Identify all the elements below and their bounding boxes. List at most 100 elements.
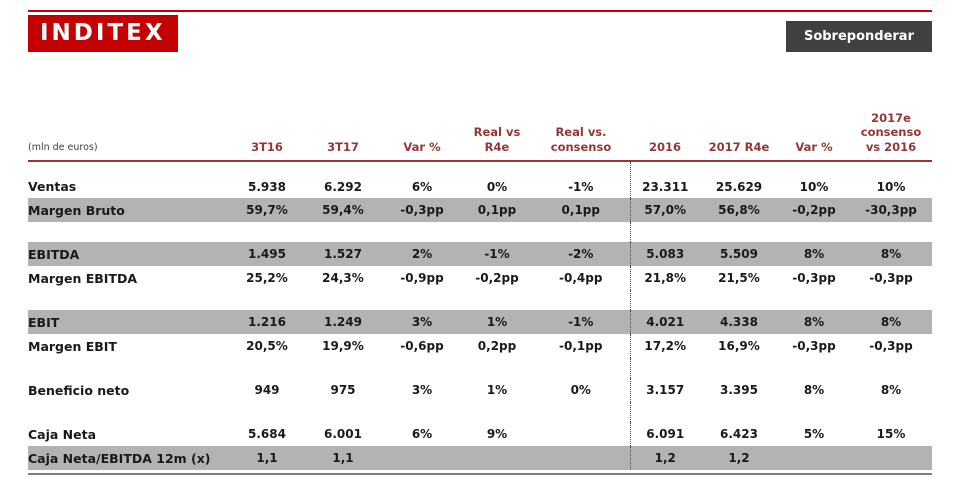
cell: 21,8% [629, 266, 700, 290]
cell [778, 446, 850, 470]
cell: 10% [799, 180, 829, 194]
cell [304, 358, 382, 378]
cell [778, 222, 850, 242]
spacer-row [28, 222, 932, 242]
cell [850, 446, 932, 470]
cell [462, 290, 532, 310]
cell: 6.001 [324, 427, 362, 441]
cell: -0,6pp [400, 339, 444, 353]
cell: 8% [778, 242, 850, 266]
spacer-row [28, 290, 932, 310]
row-label: EBIT [28, 310, 230, 334]
table-row: Margen Bruto 59,7% 59,4% -0,3pp 0,1pp 0,1pp 57… [28, 198, 932, 222]
cell [629, 222, 700, 242]
cell: 9% [486, 427, 508, 441]
cell: -0,4pp [559, 271, 603, 285]
cell [700, 402, 778, 422]
cell: 0,2pp [477, 339, 517, 353]
cell [532, 446, 630, 470]
top-rule [28, 10, 932, 12]
cell: 8% [880, 383, 902, 397]
cell: 57,0% [629, 198, 700, 222]
cell: 1,2 [629, 446, 700, 470]
table-header: (mln de euros) 3T16 3T17 Var % Real vs R4e Rea… [28, 80, 932, 162]
cell: 975 [330, 383, 356, 397]
row-label: Margen EBITDA [28, 270, 138, 286]
cell: 0,1pp [462, 198, 532, 222]
inditex-logo: INDITEX [28, 15, 178, 52]
cell [850, 402, 932, 422]
cell: -0,3pp [869, 339, 913, 353]
cell [382, 358, 462, 378]
cell: 19,9% [322, 339, 364, 353]
cell: 16,9% [718, 339, 760, 353]
report-page: INDITEX Sobreponderar (mln de euros) 3T16… [28, 10, 932, 475]
cell: -2% [532, 242, 630, 266]
cell: 1.249 [304, 310, 382, 334]
spacer-row [28, 358, 932, 378]
cell: 0% [486, 180, 508, 194]
cell [532, 422, 630, 446]
table-row: Margen EBIT 20,5% 19,9% -0,6pp 0,2pp -0,1pp 17… [28, 334, 932, 358]
cell: 0,1pp [532, 198, 630, 222]
cell: 4.338 [700, 310, 778, 334]
cell [382, 446, 462, 470]
cell: 949 [254, 383, 280, 397]
cell [850, 290, 932, 310]
cell: -0,3pp [382, 198, 462, 222]
cell [778, 402, 850, 422]
cell: -0,2pp [778, 198, 850, 222]
cell [462, 402, 532, 422]
cell: 21,5% [718, 271, 760, 285]
cell: 24,3% [322, 271, 364, 285]
cell [382, 402, 462, 422]
bottom-rule [28, 473, 932, 475]
cell: 6.423 [720, 427, 758, 441]
cell: -0,3pp [792, 271, 836, 285]
row-label: EBITDA [28, 242, 230, 266]
cell [778, 290, 850, 310]
cell: 25.629 [715, 180, 763, 194]
table-row: EBIT 1.216 1.249 3% 1% -1% 4.021 4.338 8% 8% [28, 310, 932, 334]
column-header: 2017e consenso vs 2016 [850, 80, 932, 162]
rating-badge: Sobreponderar [785, 21, 932, 52]
table-body: Ventas 5.938 6.292 6% 0% -1% 23.311 25.629 10% 10… [28, 161, 932, 470]
cell: 17,2% [629, 334, 700, 358]
cell: 6% [411, 427, 433, 441]
cell: -1% [532, 310, 630, 334]
cell: 5.938 [248, 180, 286, 194]
cell [230, 358, 304, 378]
cell: -0,3pp [869, 271, 913, 285]
cell [304, 222, 382, 242]
row-label: Beneficio neto [28, 382, 130, 398]
cell [629, 290, 700, 310]
table-row: Beneficio neto 949 975 3% 1% 0% 3.157 3.395 8% 8% [28, 378, 932, 402]
cell: 3.395 [720, 383, 758, 397]
row-label [28, 222, 230, 242]
cell: 56,8% [700, 198, 778, 222]
row-label: Margen EBIT [28, 338, 117, 354]
cell: 1,2 [700, 446, 778, 470]
row-label [28, 402, 230, 422]
column-header: 2017 R4e [700, 80, 778, 162]
cell: 10% [876, 180, 906, 194]
cell: 1.495 [230, 242, 304, 266]
cell [850, 358, 932, 378]
cell: 3.157 [629, 378, 700, 402]
cell: 5% [803, 427, 825, 441]
cell: 0% [570, 383, 591, 397]
column-header: Var % [778, 80, 850, 162]
cell [700, 222, 778, 242]
table-row: Margen EBITDA 25,2% 24,3% -0,9pp -0,2pp -0,4p… [28, 266, 932, 290]
cell [462, 446, 532, 470]
cell [304, 290, 382, 310]
cell: 4.021 [629, 310, 700, 334]
cell [850, 222, 932, 242]
cell [700, 358, 778, 378]
cell: 8% [850, 242, 932, 266]
cell: -0,3pp [792, 339, 836, 353]
row-label: Margen Bruto [28, 198, 230, 222]
cell: 8% [778, 310, 850, 334]
column-header: 2016 [630, 80, 700, 162]
cell [532, 402, 630, 422]
